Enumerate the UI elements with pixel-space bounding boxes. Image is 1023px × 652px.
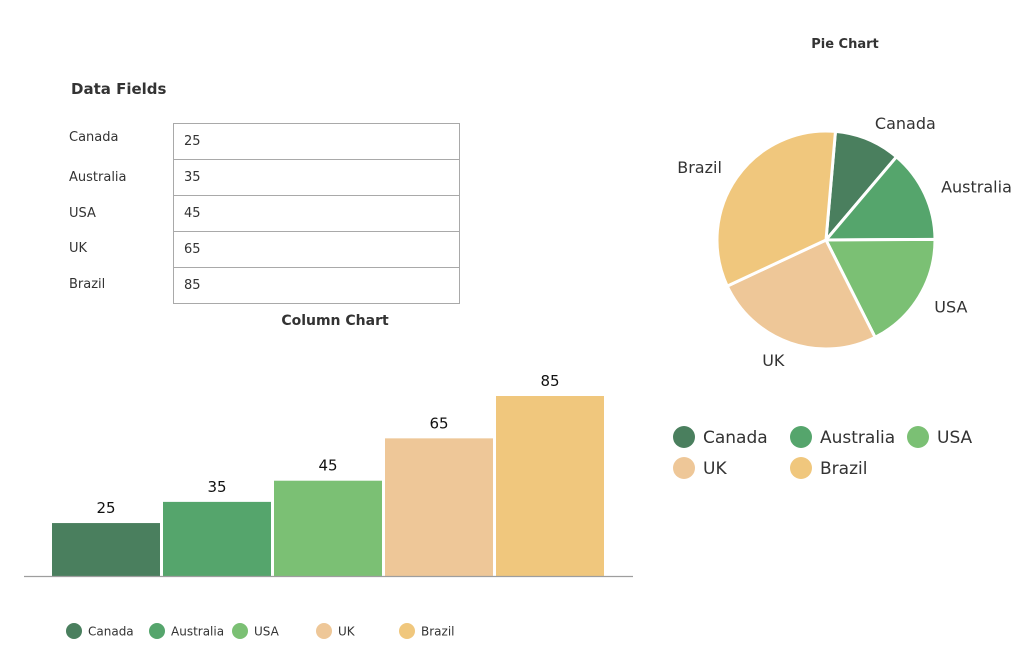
- bar-data-label-brazil: 85: [540, 372, 559, 390]
- column-legend-marker-usa[interactable]: [232, 623, 248, 639]
- column-legend-label-canada[interactable]: Canada: [88, 625, 134, 639]
- pie-legend-label-brazil[interactable]: Brazil: [820, 459, 867, 479]
- bar-data-label-usa: 45: [318, 457, 337, 475]
- pie-label-brazil: Brazil: [677, 158, 722, 177]
- field-input-usa[interactable]: [173, 195, 460, 232]
- pie-slice-brazil[interactable]: [715, 129, 837, 288]
- pie-legend-label-canada[interactable]: Canada: [703, 428, 768, 448]
- column-chart-title: Column Chart: [281, 313, 389, 329]
- column-legend-label-uk[interactable]: UK: [338, 625, 356, 639]
- bar-data-label-canada: 25: [96, 499, 115, 517]
- pie-slice-uk[interactable]: [725, 238, 877, 351]
- field-input-brazil[interactable]: [173, 267, 460, 304]
- bar-data-label-australia: 35: [207, 478, 226, 496]
- bar-usa[interactable]: [274, 480, 382, 576]
- column-legend-marker-uk[interactable]: [316, 623, 332, 639]
- field-label-brazil: Brazil: [69, 277, 106, 292]
- field-input-uk[interactable]: [173, 231, 460, 268]
- pie-chart-title: Pie Chart: [811, 37, 879, 52]
- data-fields-title: Data Fields: [71, 80, 167, 98]
- pie-label-australia: Australia: [941, 177, 1012, 196]
- field-label-canada: Canada: [69, 130, 119, 145]
- column-legend-label-brazil[interactable]: Brazil: [421, 625, 455, 639]
- pie-label-usa: USA: [934, 297, 967, 316]
- column-legend-label-usa[interactable]: USA: [254, 625, 280, 639]
- pie-slice-australia[interactable]: [824, 155, 937, 242]
- pie-legend-marker-usa[interactable]: [907, 426, 929, 448]
- bar-canada[interactable]: [52, 523, 160, 576]
- field-label-usa: USA: [69, 206, 96, 221]
- pie-legend-label-usa[interactable]: USA: [937, 428, 973, 448]
- pie-label-canada: Canada: [875, 114, 936, 133]
- pie-legend-marker-uk[interactable]: [673, 457, 695, 479]
- column-legend-label-australia[interactable]: Australia: [171, 625, 224, 639]
- pie-legend-marker-canada[interactable]: [673, 426, 695, 448]
- field-input-australia[interactable]: [173, 159, 460, 196]
- pie-legend-label-uk[interactable]: UK: [703, 459, 727, 479]
- bar-brazil[interactable]: [496, 396, 604, 576]
- bar-uk[interactable]: [385, 438, 493, 576]
- bar-data-label-uk: 65: [429, 414, 448, 432]
- field-label-australia: Australia: [69, 170, 127, 185]
- bar-australia[interactable]: [163, 501, 271, 576]
- pie-legend-label-australia[interactable]: Australia: [820, 428, 895, 448]
- pie-label-uk: UK: [762, 351, 785, 370]
- column-legend-marker-australia[interactable]: [149, 623, 165, 639]
- column-legend-marker-brazil[interactable]: [399, 623, 415, 639]
- pie-slice-usa[interactable]: [824, 237, 937, 339]
- column-legend-marker-canada[interactable]: [66, 623, 82, 639]
- field-label-uk: UK: [69, 241, 88, 256]
- pie-legend-marker-australia[interactable]: [790, 426, 812, 448]
- pie-legend-marker-brazil[interactable]: [790, 457, 812, 479]
